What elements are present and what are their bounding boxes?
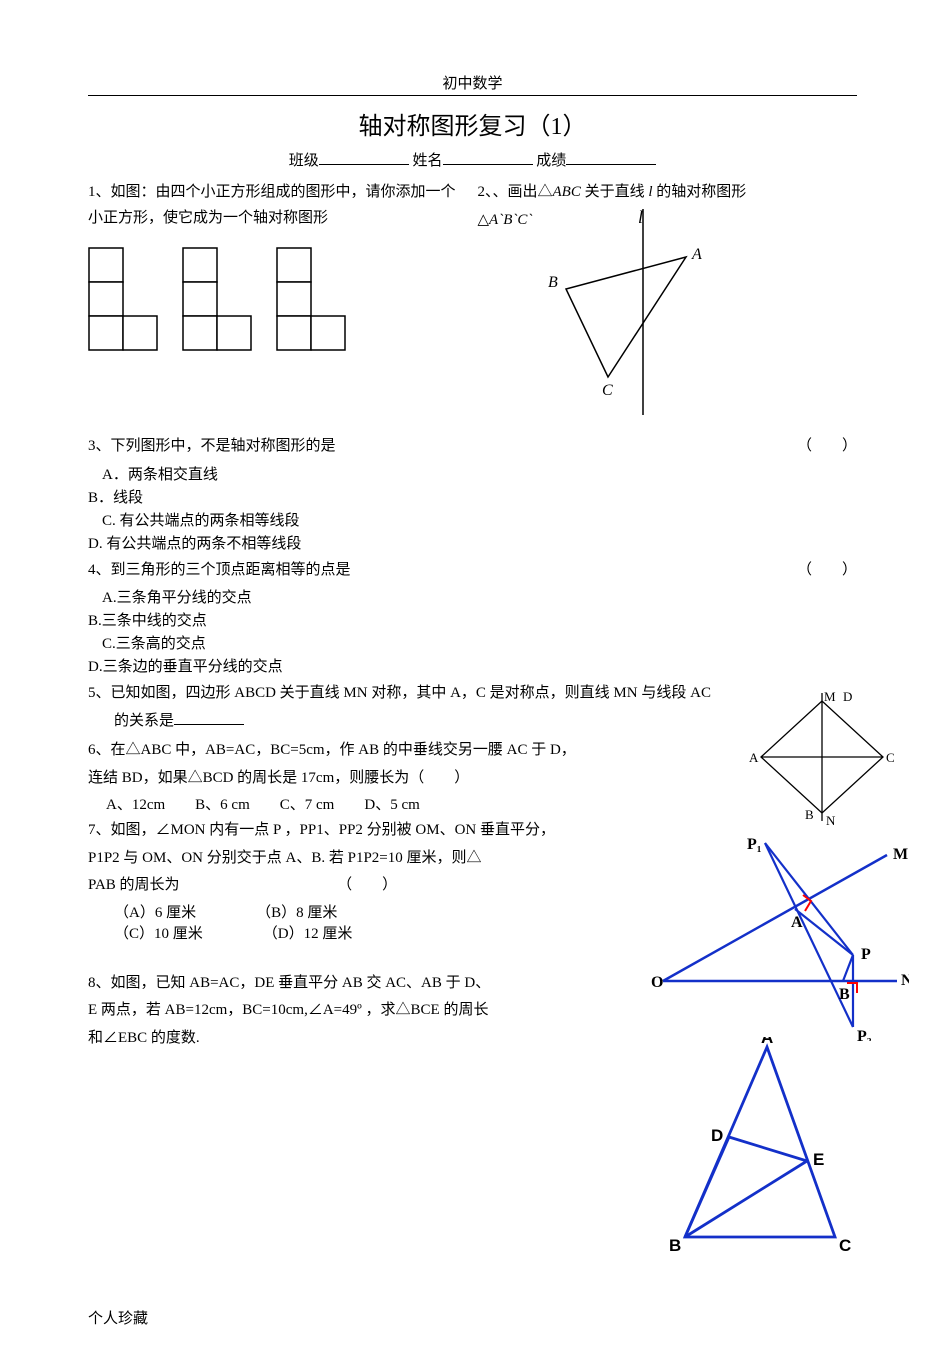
svg-text:N: N bbox=[826, 813, 836, 828]
q1-shapes bbox=[88, 241, 468, 351]
svg-text:E: E bbox=[813, 1150, 824, 1169]
svg-text:O: O bbox=[651, 974, 663, 991]
q1-tetromino-2 bbox=[182, 247, 252, 351]
q4-c[interactable]: C.三条高的交点 bbox=[88, 631, 487, 654]
q6-a[interactable]: A、12cm bbox=[106, 793, 165, 814]
q6-d[interactable]: D、5 cm bbox=[364, 793, 419, 814]
svg-text:D: D bbox=[711, 1126, 723, 1145]
page-title: 轴对称图形复习（1） bbox=[88, 106, 857, 141]
svg-text:A: A bbox=[791, 914, 803, 931]
q5-line1: 5、已知如图，四边形 ABCD 关于直线 MN 对称，其中 A，C 是对称点，则… bbox=[88, 681, 857, 707]
q7-figure: OMNPP₁P₂AB bbox=[649, 831, 909, 1046]
q3-c[interactable]: C. 有公共端点的两条相等线段 bbox=[88, 508, 487, 531]
svg-text:B: B bbox=[669, 1236, 681, 1255]
q1-tetromino-1 bbox=[88, 247, 158, 351]
q4-stem: 4、到三角形的三个顶点距离相等的点是 bbox=[88, 562, 351, 578]
q7-line1: 7、如图，∠MON 内有一点 P ，PP1、PP2 分别被 OM、ON 垂直平分… bbox=[88, 818, 628, 844]
q3-paren[interactable]: （ ） bbox=[797, 434, 857, 460]
svg-text:C: C bbox=[886, 750, 895, 765]
q7-a[interactable]: （A）6 厘米 bbox=[114, 901, 196, 922]
q4-paren[interactable]: （ ） bbox=[797, 558, 857, 584]
q1-text: 1、如图：由四个小正方形组成的图形中，请你添加一个小正方形，使它成为一个轴对称图… bbox=[88, 180, 468, 231]
q5-blank[interactable] bbox=[174, 709, 244, 725]
svg-text:M: M bbox=[893, 846, 908, 863]
class-label: 班级 bbox=[289, 153, 319, 169]
q3-text: 3、下列图形中，不是轴对称图形的是 （ ） bbox=[88, 434, 857, 460]
svg-text:A: A bbox=[749, 750, 759, 765]
q2-post: 的轴对称图形 bbox=[653, 184, 747, 200]
q5-figure: A C M N D B bbox=[747, 687, 897, 842]
page-header: 初中数学 bbox=[88, 72, 857, 96]
q2-figure: l A B C bbox=[478, 205, 858, 430]
q1-tetromino-3 bbox=[276, 247, 346, 351]
class-blank[interactable] bbox=[319, 149, 409, 165]
svg-text:C: C bbox=[602, 382, 613, 399]
svg-text:M: M bbox=[824, 689, 836, 704]
q7-b[interactable]: （B）8 厘米 bbox=[256, 901, 337, 922]
svg-text:B: B bbox=[839, 986, 850, 1003]
svg-text:A: A bbox=[761, 1037, 773, 1047]
q3-d[interactable]: D. 有公共端点的两条不相等线段 bbox=[88, 531, 473, 554]
q6-b[interactable]: B、6 cm bbox=[195, 793, 250, 814]
q5-line2-pre: 的关系是 bbox=[114, 713, 174, 729]
name-label: 姓名 bbox=[412, 153, 442, 169]
svg-text:P₁: P₁ bbox=[747, 836, 762, 853]
svg-text:C: C bbox=[839, 1236, 851, 1255]
q8-line2: E 两点，若 AB=12cm，BC=10cm,∠A=49º ，求△BCE 的周长 bbox=[88, 998, 608, 1024]
q7-c[interactable]: （C）10 厘米 bbox=[114, 922, 203, 943]
info-line: 班级 姓名 成绩 bbox=[88, 149, 857, 170]
q6-line2: 连结 BD，如果△BCD 的周长是 17cm，则腰长为（ ） bbox=[88, 766, 628, 792]
q6-c[interactable]: C、7 cm bbox=[280, 793, 335, 814]
q8-line3: 和∠EBC 的度数. bbox=[88, 1026, 608, 1052]
q2-text: 2、、画出△ABC 关于直线 l 的轴对称图形 bbox=[478, 180, 858, 206]
q4-b[interactable]: B.三条中线的交点 bbox=[88, 608, 473, 631]
svg-text:P: P bbox=[861, 946, 871, 963]
q2-abc: ABC bbox=[553, 184, 581, 200]
footer: 个人珍藏 bbox=[88, 1307, 148, 1328]
svg-text:N: N bbox=[901, 972, 909, 989]
q7-paren[interactable]: （ ） bbox=[337, 877, 397, 893]
q7-line3: PAB 的周长为 （ ） bbox=[88, 873, 628, 899]
q6-line1: 6、在△ABC 中，AB=AC，BC=5cm，作 AB 的中垂线交另一腰 AC … bbox=[88, 738, 628, 764]
svg-text:A: A bbox=[691, 246, 702, 263]
q3-b[interactable]: B．线段 bbox=[88, 485, 473, 508]
q8-figure: A B C D E bbox=[667, 1037, 867, 1262]
name-blank[interactable] bbox=[443, 149, 533, 165]
svg-text:B: B bbox=[805, 807, 814, 822]
q8-line1: 8、如图，已知 AB=AC，DE 垂直平分 AB 交 AC、AB 于 D、 bbox=[88, 971, 608, 997]
q7-d[interactable]: （D）12 厘米 bbox=[263, 922, 353, 943]
q4-text: 4、到三角形的三个顶点距离相等的点是 （ ） bbox=[88, 558, 857, 584]
q7-line2: P1P2 与 OM、ON 分别交于点 A、B. 若 P1P2=10 厘米，则△ bbox=[88, 846, 628, 872]
q2-mid: 关于直线 bbox=[581, 184, 649, 200]
svg-text:l: l bbox=[638, 207, 643, 227]
score-blank[interactable] bbox=[566, 149, 656, 165]
q3-a[interactable]: A．两条相交直线 bbox=[88, 462, 487, 485]
q2-pre: 2、、画出△ bbox=[478, 184, 553, 200]
svg-text:B: B bbox=[548, 274, 558, 291]
q4-d[interactable]: D.三条边的垂直平分线的交点 bbox=[88, 654, 473, 677]
q7-line3-pre: PAB 的周长为 bbox=[88, 877, 180, 893]
score-label: 成绩 bbox=[536, 153, 566, 169]
q5-line2: 的关系是 bbox=[88, 709, 857, 735]
svg-text:D: D bbox=[843, 689, 852, 704]
q3-stem: 3、下列图形中，不是轴对称图形的是 bbox=[88, 438, 336, 454]
q4-a[interactable]: A.三条角平分线的交点 bbox=[88, 585, 487, 608]
